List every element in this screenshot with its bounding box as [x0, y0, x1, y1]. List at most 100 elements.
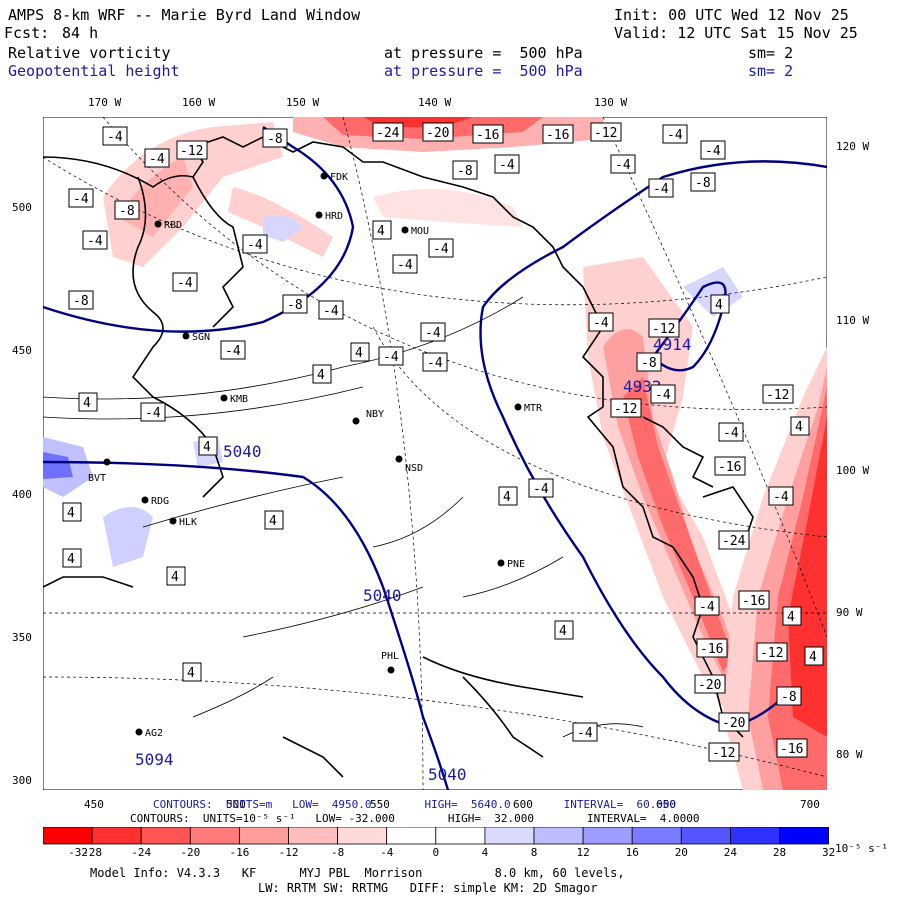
- colorbar-tick-label: 12: [576, 846, 590, 859]
- vort-box: 4: [264, 510, 284, 530]
- svg-text:-4: -4: [615, 158, 631, 173]
- colorbar-tick-label: 8: [530, 846, 538, 859]
- station-label: NBY: [366, 409, 384, 420]
- colorbar-tick-label: 20: [674, 846, 688, 859]
- field2-level: at pressure = 500 hPa: [384, 62, 583, 80]
- colorbar-tick-label: -8: [331, 846, 345, 859]
- vort-box: -8: [636, 352, 662, 372]
- lon-label-right: 110 W: [836, 314, 870, 327]
- svg-text:-12: -12: [766, 388, 789, 403]
- vort-box: -4: [82, 230, 108, 250]
- svg-text:-4: -4: [87, 234, 103, 249]
- svg-text:4: 4: [83, 396, 91, 411]
- svg-text:4: 4: [809, 650, 817, 665]
- colorbar-cell: [140, 827, 191, 845]
- vort-box: 4: [198, 436, 218, 456]
- vort-box: -12: [648, 318, 680, 338]
- vort-box: -8: [776, 686, 802, 706]
- svg-text:-4: -4: [107, 130, 123, 145]
- vort-box: -16: [738, 590, 770, 610]
- vort-box: -4: [494, 154, 520, 174]
- svg-text:-4: -4: [145, 406, 161, 421]
- station-label: RBD: [164, 220, 182, 231]
- map-title: AMPS 8-km WRF -- Marie Byrd Land Window: [8, 6, 361, 24]
- svg-text:-20: -20: [698, 678, 721, 693]
- svg-text:4: 4: [187, 666, 195, 681]
- svg-text:-8: -8: [287, 298, 303, 313]
- vort-box: -4: [144, 148, 170, 168]
- svg-text:-4: -4: [427, 356, 443, 371]
- svg-text:4: 4: [269, 514, 277, 529]
- y-tick-label: 400: [12, 488, 32, 501]
- vort-box: -4: [68, 188, 94, 208]
- vort-box: -12: [610, 398, 642, 418]
- svg-text:-12: -12: [652, 322, 675, 337]
- model-info: Model Info: V4.3.3 KF MYJ PBL Morrison 8…: [90, 866, 625, 880]
- svg-text:-4: -4: [383, 350, 399, 365]
- svg-text:-8: -8: [641, 356, 657, 371]
- svg-text:-8: -8: [267, 132, 283, 147]
- vort-box: -4: [650, 384, 676, 404]
- vort-box: -4: [694, 596, 720, 616]
- vort-box: -4: [392, 254, 418, 274]
- vort-box: -16: [714, 456, 746, 476]
- station-labels: FDK HRD MOU RBD SGN KMB NBY NSD MTR BVT …: [88, 172, 543, 739]
- lon-label-right: 100 W: [836, 464, 870, 477]
- vort-box: -8: [690, 172, 716, 192]
- vort-box: 4: [372, 220, 392, 240]
- field1-name: Relative vorticity: [8, 44, 171, 62]
- colorbar-cell: [386, 827, 437, 845]
- vort-box: -16: [696, 638, 728, 658]
- svg-text:-8: -8: [457, 164, 473, 179]
- vort-box: -4: [610, 154, 636, 174]
- svg-text:-16: -16: [700, 642, 723, 657]
- vort-box: 4: [804, 646, 824, 666]
- svg-text:-4: -4: [653, 182, 669, 197]
- vorticity-value-boxes: -4 -4 -12 -8 -24 -20 -16 -16 -12 -4 -4 -…: [62, 122, 824, 762]
- svg-text:4: 4: [795, 420, 803, 435]
- svg-text:-4: -4: [177, 276, 193, 291]
- vort-box: -20: [694, 674, 726, 694]
- colorbar-tick-label: -28: [82, 846, 103, 859]
- svg-text:-4: -4: [433, 242, 449, 257]
- svg-text:4: 4: [787, 610, 795, 625]
- station-label: HRD: [325, 211, 343, 222]
- station-label: MOU: [411, 226, 429, 237]
- svg-text:-4: -4: [577, 726, 593, 741]
- vort-box: -24: [372, 122, 404, 142]
- vort-box: -12: [176, 140, 208, 160]
- svg-text:-16: -16: [546, 128, 569, 143]
- colorbar-cell: [484, 827, 535, 845]
- height-label: 4914: [653, 335, 692, 354]
- vort-box: -4: [378, 346, 404, 366]
- vort-box: 4: [166, 566, 186, 586]
- vort-box: -4: [420, 322, 446, 342]
- vort-box: -8: [114, 200, 140, 220]
- station-label: PHL: [381, 651, 399, 662]
- colorbar-tick-label: 0: [432, 846, 440, 859]
- vort-box: -4: [172, 272, 198, 292]
- y-tick-label: 350: [12, 631, 32, 644]
- colorbar-cell: [238, 827, 289, 845]
- svg-text:-12: -12: [594, 126, 617, 141]
- vort-box: -24: [718, 530, 750, 550]
- lon-label-top: 150 W: [286, 96, 320, 109]
- svg-text:-4: -4: [397, 258, 413, 273]
- vort-box: 4: [78, 392, 98, 412]
- svg-text:-16: -16: [476, 128, 499, 143]
- svg-text:-24: -24: [376, 126, 400, 141]
- field2-name: Geopotential height: [8, 62, 180, 80]
- svg-text:-12: -12: [760, 646, 783, 661]
- vort-box: -4: [140, 402, 166, 422]
- height-contour-info: CONTOURS: UNITS=m LOW= 4950.0 HIGH= 5640…: [153, 798, 677, 811]
- svg-text:4: 4: [67, 552, 75, 567]
- lon-label-top: 140 W: [418, 96, 452, 109]
- svg-text:-8: -8: [695, 176, 711, 191]
- colorbar-cell: [288, 827, 338, 845]
- station-label: MTR: [524, 403, 543, 414]
- station-label: AG2: [145, 728, 163, 739]
- forecast-label: Fcst:: [4, 24, 50, 42]
- colorbar-tick-label: -12: [278, 846, 299, 859]
- y-tick-label: 300: [12, 774, 32, 787]
- svg-text:4: 4: [377, 224, 385, 239]
